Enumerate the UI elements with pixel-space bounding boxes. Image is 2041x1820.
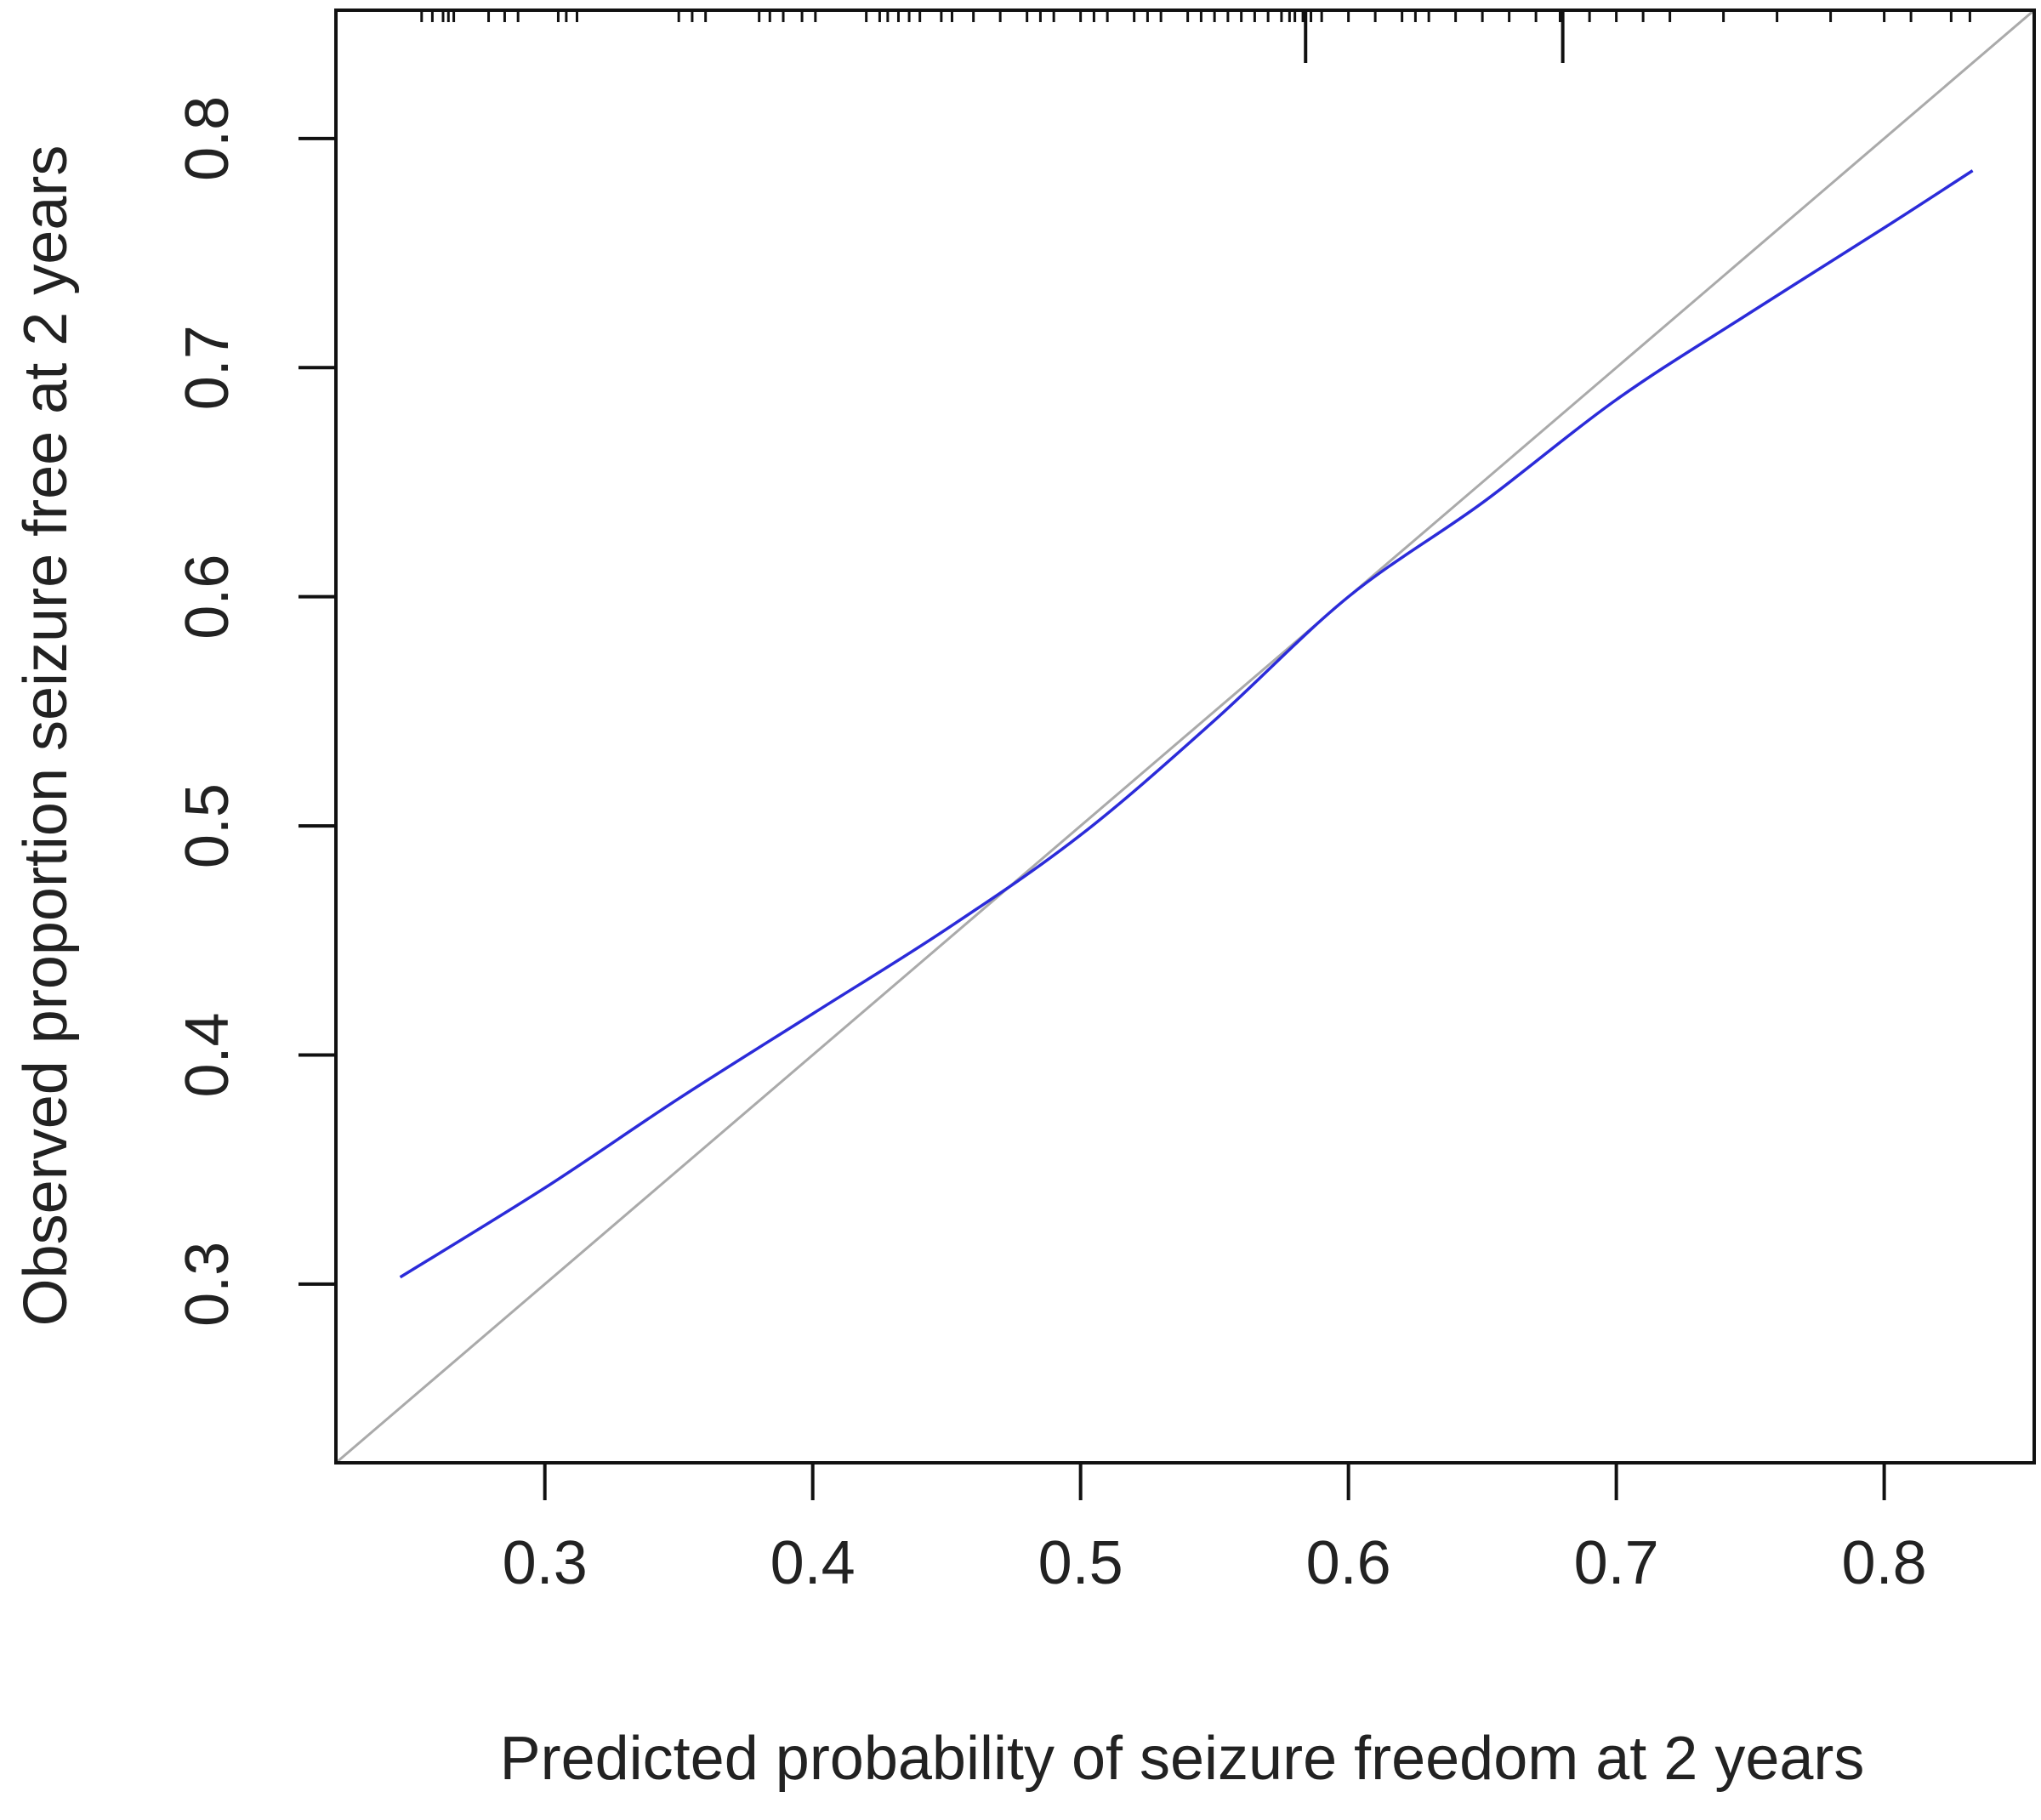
plot-frame (334, 9, 2036, 1465)
x-tick-label: 0.4 (770, 1529, 856, 1597)
y-axis-label: Observed proportion seizure free at 2 ye… (12, 145, 80, 1327)
rug-marks (420, 10, 1971, 63)
y-tick-label: 0.6 (173, 555, 242, 640)
x-tick-label: 0.6 (1306, 1529, 1391, 1597)
reference-diagonal-line (335, 9, 2035, 1465)
y-tick-label: 0.3 (173, 1242, 242, 1327)
x-tick-label: 0.7 (1574, 1529, 1659, 1597)
y-tick-label: 0.7 (173, 325, 242, 410)
calibration-curve-line (399, 169, 1974, 1279)
x-axis: 0.3 0.4 0.5 0.6 0.7 0.8 (503, 1463, 1927, 1597)
x-tick-label: 0.3 (503, 1529, 588, 1597)
y-tick-label: 0.8 (173, 96, 242, 181)
x-tick-label: 0.8 (1842, 1529, 1927, 1597)
y-tick-label: 0.5 (173, 783, 242, 868)
x-axis-label: Predicted probability of seizure freedom… (500, 1725, 1865, 1793)
y-axis: 0.3 0.4 0.5 0.6 0.7 0.8 (173, 96, 336, 1327)
x-tick-label: 0.5 (1038, 1529, 1123, 1597)
y-tick-label: 0.4 (173, 1012, 242, 1097)
